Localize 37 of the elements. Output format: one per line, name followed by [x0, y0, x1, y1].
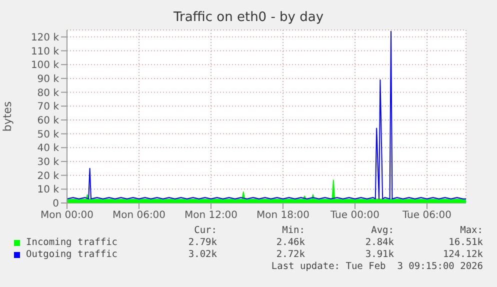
y-tick-label: 60 k	[37, 116, 60, 127]
y-tick-label: 110 k	[30, 46, 60, 58]
chart-title: Traffic on eth0 - by day	[172, 10, 325, 25]
text: 2.84k	[365, 237, 394, 248]
text: Cur:	[193, 225, 217, 236]
x-tick-label: Mon 18:00	[256, 210, 310, 222]
text: 3.91k	[365, 249, 394, 260]
y-tick-label: 120 k	[30, 32, 60, 44]
x-tick-label: Mon 06:00	[112, 210, 166, 222]
text: 3.02k	[187, 249, 217, 260]
y-tick-label: 40 k	[37, 143, 60, 154]
x-tick-label: Tue 00:00	[329, 210, 380, 222]
y-tick-label: 0	[52, 198, 59, 210]
y-tick-label: 80 k	[37, 88, 60, 99]
text: Last update: Tue Feb 3 09:15:00 2026	[271, 261, 483, 272]
x-tick-label: Mon 12:00	[184, 210, 238, 222]
y-tick-label: 30 k	[37, 157, 60, 168]
y-tick-label: 50 k	[37, 129, 60, 140]
legend-label: Incoming traffic	[26, 237, 118, 248]
text: 124.12k	[442, 249, 483, 260]
legend-label: Outgoing traffic	[26, 249, 118, 260]
y-axis-title: bytes	[0, 101, 14, 132]
x-tick-label: Tue 06:00	[401, 210, 452, 222]
text: 16.51k	[448, 237, 483, 248]
text: Min:	[282, 225, 305, 236]
y-tick-label: 100 k	[30, 60, 60, 72]
text: Max:	[460, 225, 483, 236]
text: 2.79k	[187, 237, 217, 248]
x-tick-label: Mon 00:00	[40, 210, 94, 222]
text: Avg:	[371, 225, 394, 236]
y-tick-label: 10 k	[37, 184, 60, 196]
y-tick-label: 20 k	[37, 170, 60, 182]
text: 2.72k	[276, 249, 305, 260]
line-series	[67, 30, 466, 200]
y-tick-label: 70 k	[37, 102, 60, 113]
y-tick-label: 90 k	[37, 74, 60, 85]
text: 2.46k	[276, 237, 305, 248]
